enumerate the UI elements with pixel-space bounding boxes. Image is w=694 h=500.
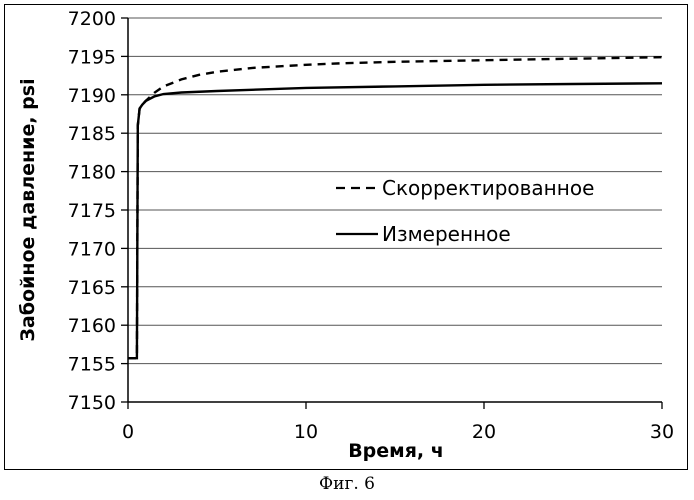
x-tick-label: 30: [650, 421, 674, 443]
legend: Скорректированное Измеренное: [336, 176, 594, 246]
y-tick-label: 7175: [68, 200, 116, 222]
y-tick-label: 7185: [68, 123, 116, 145]
y-tick-label: 7170: [68, 238, 116, 260]
y-tick-label: 7200: [68, 8, 116, 30]
x-tick-label: 0: [122, 421, 134, 443]
legend-label-measured: Измеренное: [382, 222, 511, 246]
line-chart: 7150 7155 7160 7165 7170 7175 7180 7185 7190 7195…: [0, 0, 694, 470]
y-axis-title: Забойное давление, psi: [17, 78, 39, 341]
x-tick-label: 10: [294, 421, 318, 443]
y-tick-label: 7155: [68, 354, 116, 376]
series-line-corrected: [128, 57, 662, 358]
tick-labels: 7150 7155 7160 7165 7170 7175 7180 7185 7190 7195…: [68, 8, 674, 443]
series-line-measured: [128, 83, 662, 358]
y-tick-label: 7195: [68, 46, 116, 68]
y-tick-label: 7165: [68, 277, 116, 299]
y-tick-label: 7180: [68, 162, 116, 184]
y-tick-label: 7150: [68, 392, 116, 414]
figure-caption: Фиг. 6: [0, 474, 694, 494]
legend-label-corrected: Скорректированное: [382, 176, 594, 200]
y-tick-label: 7160: [68, 315, 116, 337]
y-tick-label: 7190: [68, 85, 116, 107]
x-tick-label: 20: [472, 421, 496, 443]
series-layer: [128, 57, 662, 358]
x-axis-title: Время, ч: [348, 440, 444, 462]
